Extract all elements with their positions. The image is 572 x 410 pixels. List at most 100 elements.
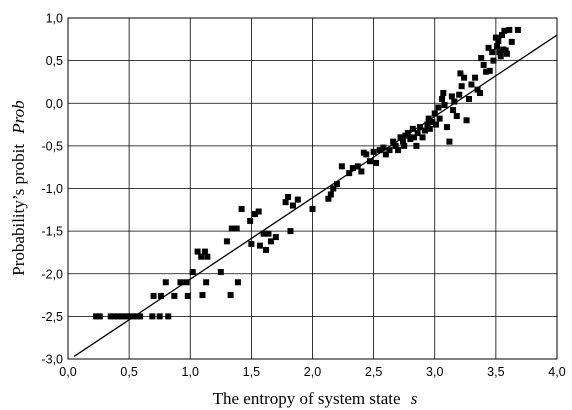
- data-point: [184, 292, 191, 299]
- data-point: [496, 49, 503, 56]
- data-point: [263, 246, 270, 253]
- data-point: [494, 43, 501, 50]
- x-tick-label: 2,5: [365, 365, 382, 379]
- x-tick-label: 1,0: [182, 365, 199, 379]
- data-point: [330, 185, 337, 192]
- data-point: [157, 292, 164, 299]
- data-point: [443, 124, 450, 131]
- data-point: [223, 238, 230, 245]
- x-tick-label: 0,0: [59, 365, 76, 379]
- data-point: [294, 196, 301, 203]
- y-axis-label-text: Probability’s probit: [9, 144, 28, 276]
- data-point: [346, 170, 353, 177]
- data-point: [358, 168, 365, 175]
- data-point: [483, 68, 490, 75]
- data-point: [177, 279, 184, 286]
- x-tick-label: 3,5: [487, 365, 504, 379]
- data-point: [490, 57, 497, 64]
- y-tick-label: -2,0: [41, 267, 63, 281]
- data-point: [129, 313, 136, 320]
- data-point: [461, 74, 468, 81]
- data-point: [432, 121, 439, 128]
- y-tick-label: 1,0: [46, 12, 63, 26]
- data-point: [267, 238, 274, 245]
- data-point: [247, 217, 254, 224]
- data-point: [380, 144, 387, 151]
- data-point: [426, 125, 433, 132]
- data-point: [429, 119, 436, 126]
- data-point: [489, 49, 496, 56]
- x-tick-label: 4,0: [548, 365, 565, 379]
- data-point: [248, 240, 255, 247]
- data-point: [446, 138, 453, 145]
- data-point: [287, 228, 294, 235]
- data-point: [382, 151, 389, 158]
- data-point: [463, 117, 470, 124]
- data-point: [485, 44, 492, 51]
- data-point: [376, 147, 383, 154]
- data-point: [476, 90, 483, 97]
- data-point: [150, 292, 157, 299]
- data-point: [441, 101, 448, 108]
- data-point: [183, 279, 190, 286]
- y-tick-label: -2,5: [41, 310, 63, 324]
- data-point: [397, 134, 404, 141]
- data-point: [395, 147, 402, 154]
- data-point: [333, 181, 340, 188]
- data-point: [453, 113, 460, 120]
- data-point: [289, 202, 296, 209]
- data-point: [468, 81, 475, 88]
- data-point: [171, 292, 178, 299]
- data-point: [194, 248, 201, 255]
- data-point: [165, 313, 172, 320]
- data-point: [404, 130, 411, 137]
- data-point: [425, 115, 432, 122]
- data-point: [272, 234, 279, 241]
- data-point: [285, 194, 292, 201]
- data-point: [370, 148, 377, 155]
- data-point: [255, 208, 262, 215]
- data-point: [421, 127, 428, 134]
- data-point: [392, 142, 399, 149]
- data-point: [480, 61, 487, 68]
- data-point: [96, 313, 103, 320]
- data-point: [115, 313, 122, 320]
- data-point: [450, 107, 457, 114]
- data-point: [495, 38, 502, 45]
- data-point: [458, 83, 465, 90]
- data-point: [233, 225, 240, 232]
- plot-frame: [67, 17, 558, 360]
- x-tick-label: 0,5: [120, 365, 137, 379]
- data-point: [111, 313, 118, 320]
- data-point: [508, 38, 515, 45]
- data-point: [435, 104, 442, 111]
- data-point: [201, 248, 208, 255]
- y-tick-label: 0,5: [46, 54, 63, 68]
- data-point: [451, 98, 458, 105]
- data-point: [162, 279, 169, 286]
- data-point: [498, 32, 505, 39]
- data-point: [501, 27, 508, 34]
- data-point: [366, 158, 373, 165]
- y-tick-label: -0,5: [41, 139, 63, 153]
- x-tick-label: 3,0: [426, 365, 443, 379]
- data-point: [122, 313, 129, 320]
- x-axis-variable: s: [411, 389, 418, 408]
- data-point: [234, 279, 241, 286]
- data-point: [349, 165, 356, 172]
- data-point: [386, 147, 393, 154]
- data-point: [410, 134, 417, 141]
- x-tick-label: 2,0: [304, 365, 321, 379]
- data-point: [217, 269, 224, 276]
- data-point: [198, 253, 205, 260]
- data-point: [363, 151, 370, 158]
- y-tick-label: -3,0: [41, 353, 63, 367]
- data-point: [503, 50, 510, 57]
- data-point: [497, 53, 504, 60]
- data-point: [189, 269, 196, 276]
- data-point: [456, 91, 463, 98]
- y-tick-labels: -3,0 -2,5 -2,0 -1,5 -1,0 -0,5 0,0 0,5 1,0: [41, 12, 63, 367]
- data-point: [133, 313, 140, 320]
- data-point: [439, 95, 446, 102]
